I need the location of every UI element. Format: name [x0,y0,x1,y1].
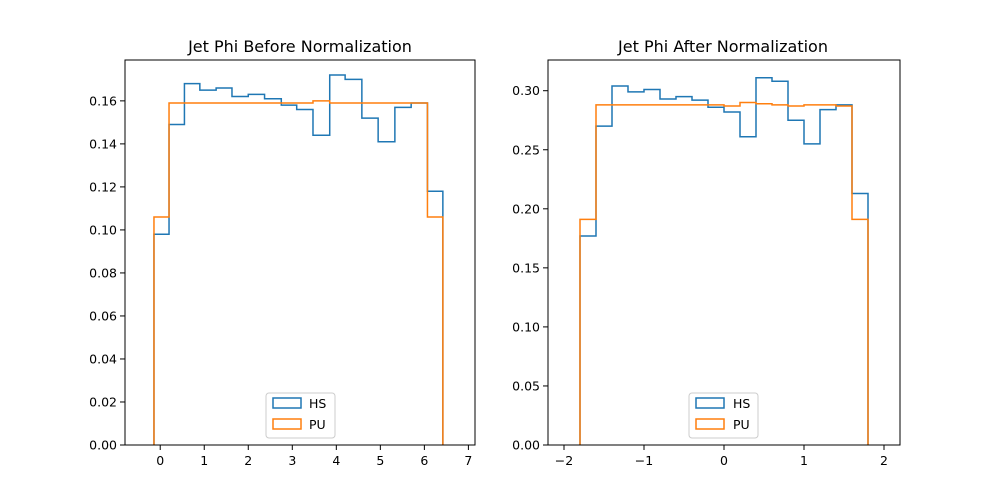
y-tick-label: 0.14 [89,136,117,151]
x-tick-label: −1 [635,453,653,468]
y-tick-label: 0.10 [89,222,117,237]
y-tick-label: 0.00 [89,438,117,453]
x-tick-label: 1 [800,453,808,468]
legend-swatch-hs [272,397,302,409]
series-pu-step-line [579,101,869,445]
y-tick-label: 0.16 [89,93,117,108]
y-tick-label: 0.08 [89,265,117,280]
ticks-layer: 0 1 2 3 4 5 6 7 0.00 0.02 0.04 0.06 0.08 0.10 0.12 0.14… [89,93,472,468]
series-pu-step-line [153,100,444,445]
x-tick-label: 2 [880,453,888,468]
legend-swatch-hs [695,397,725,409]
legend-label-hs: HS [733,396,750,411]
series-hs-step-line [153,74,444,445]
x-tick-label: 2 [244,453,252,468]
x-tick-label: 3 [288,453,296,468]
chart-title: Jet Phi Before Normalization [187,37,412,56]
series-hs-step-line [579,76,869,445]
y-tick-label: 0.06 [89,308,117,323]
series-layer [153,74,444,445]
axes-frame [124,59,476,446]
chart-panel-before-normalization: Jet Phi Before Normalization 0 1 2 3 4 5 6 7 0.0… [89,37,476,468]
legend-label-hs: HS [309,396,326,411]
y-tick-label: 0.15 [512,260,540,275]
chart-panel-after-normalization: Jet Phi After Normalization −2 −1 0 1 2 0.00 0… [512,37,901,468]
x-tick-label: 7 [464,453,472,468]
y-tick-label: 0.10 [512,319,540,334]
y-tick-label: 0.04 [89,351,117,366]
y-tick-label: 0.00 [512,438,540,453]
x-tick-label: 1 [200,453,208,468]
y-tick-label: 0.02 [89,394,117,409]
legend-swatch-pu [272,418,302,430]
legend-box [688,392,759,439]
ticks-layer: −2 −1 0 1 2 0.00 0.05 0.10 0.15 0.20 0.25 0.30 [512,83,888,468]
legend-box [265,392,336,439]
legend: HS PU [265,392,336,439]
legend: HS PU [688,392,759,439]
y-tick-label: 0.30 [512,83,540,98]
y-tick-label: 0.20 [512,201,540,216]
series-layer [579,76,869,445]
legend-swatch-pu [695,418,725,430]
y-tick-label: 0.05 [512,378,540,393]
x-tick-label: 6 [420,453,428,468]
axes-frame [547,59,901,446]
x-tick-label: 4 [332,453,340,468]
x-tick-label: 0 [156,453,164,468]
y-tick-label: 0.25 [512,142,540,157]
y-tick-label: 0.12 [89,179,117,194]
x-tick-label: −2 [555,453,573,468]
x-tick-label: 5 [376,453,384,468]
legend-label-pu: PU [309,417,326,432]
x-tick-label: 0 [720,453,728,468]
legend-label-pu: PU [733,417,750,432]
chart-title: Jet Phi After Normalization [617,37,828,56]
